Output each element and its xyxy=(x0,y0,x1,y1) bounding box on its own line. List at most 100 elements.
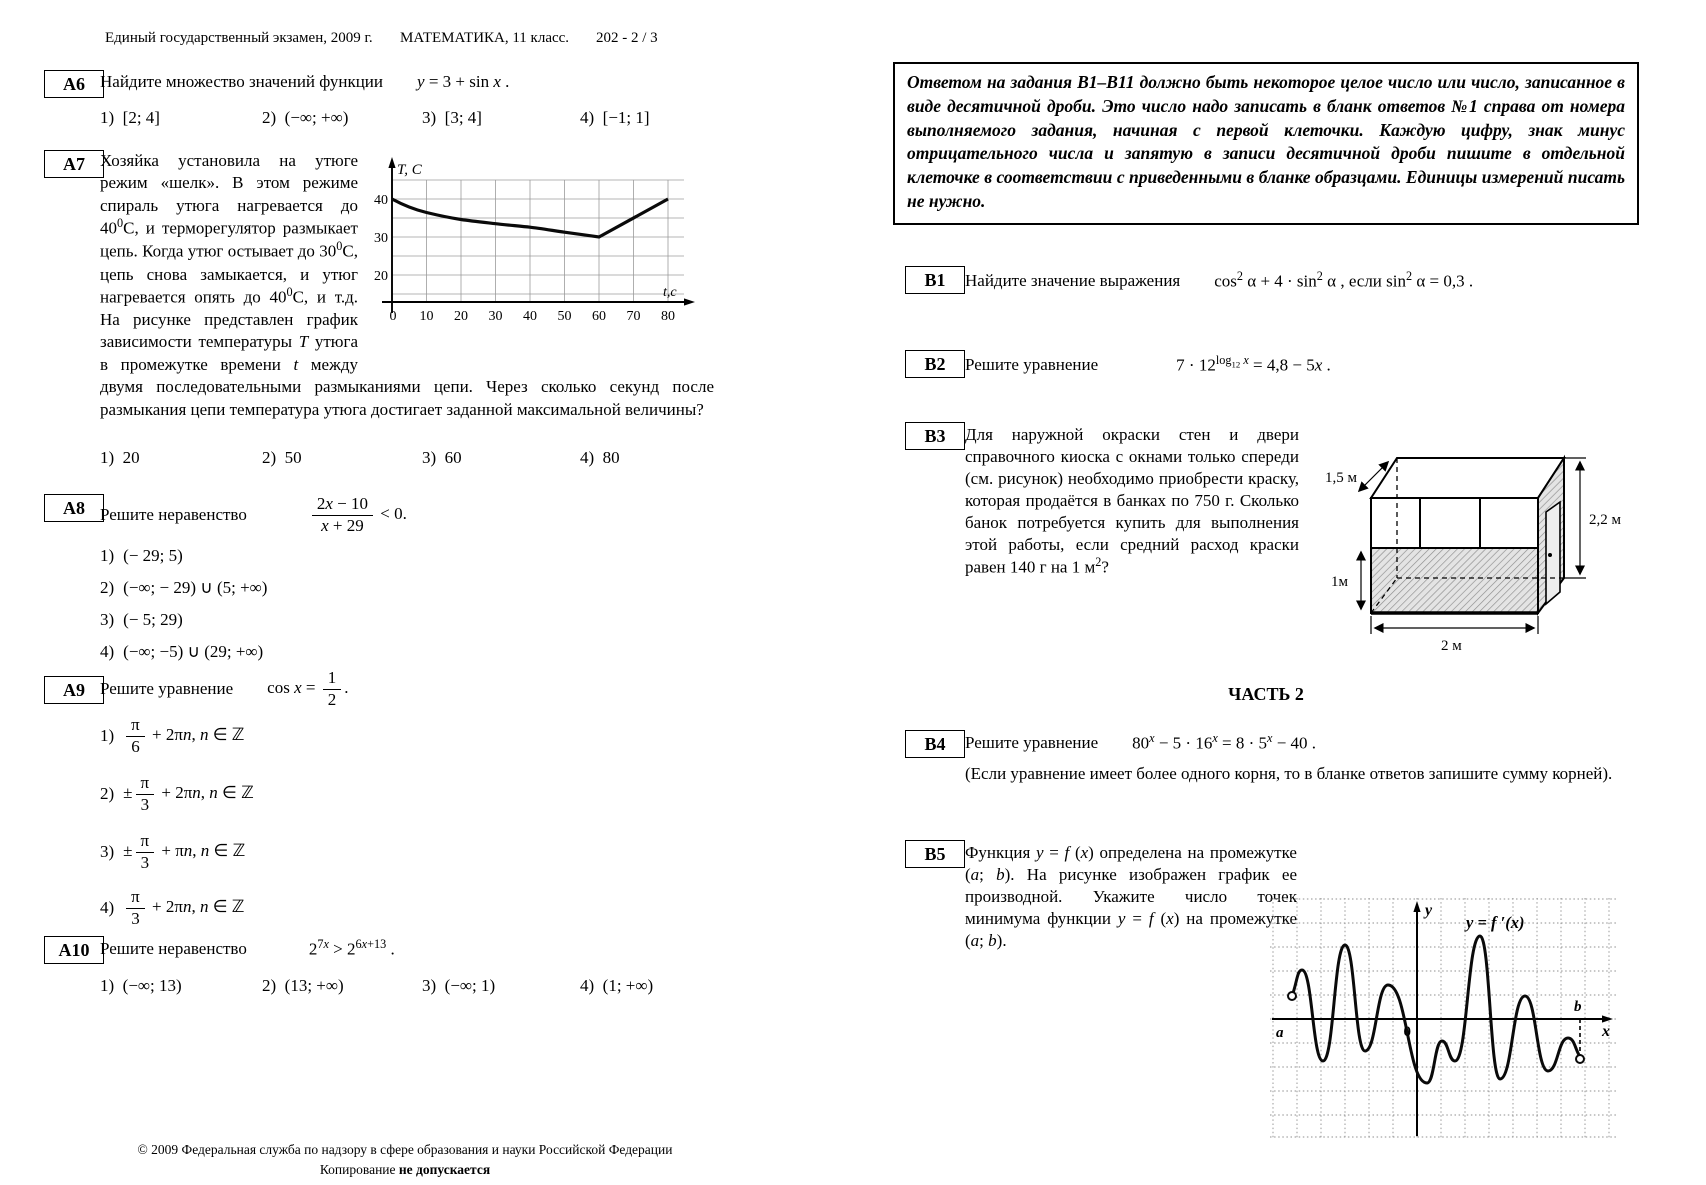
a7-grid xyxy=(392,179,684,302)
b5-derivative-graph-svg: y x 0 a b y = f ′(x) xyxy=(1270,898,1616,1138)
a8-option-2: 2) (−∞; − 29) ∪ (5; +∞) xyxy=(100,578,268,597)
tick-label: 30 xyxy=(489,309,503,324)
b5-question-text: Функция y = f (x) определена на промежут… xyxy=(965,843,1297,950)
task-b5-label: В5 xyxy=(905,840,965,868)
footer-no-copy: Копирование не допускается xyxy=(319,1161,491,1177)
a6-answer-2: 2) (−∞; +∞) xyxy=(262,108,349,127)
a8-option-4: 4) (−∞; −5) ∪ (29; +∞) xyxy=(100,642,264,661)
a8-option-3: 3) (− 5; 29) xyxy=(100,610,183,629)
b5-origin-label: 0 xyxy=(1404,1024,1412,1040)
a10-question-text: Решите неравенство xyxy=(100,939,247,958)
a10-answer-2: 2) (13; +∞) xyxy=(262,976,344,995)
a6-question-text: Найдите множество значений функции xyxy=(100,72,384,91)
task-a10-question-row: Решите неравенство 27x > 26x+13 . xyxy=(100,934,395,964)
a6-answer-3: 3) [3; 4] xyxy=(422,108,482,127)
kiosk-width-label: 2 м xyxy=(1441,638,1462,654)
a9-option-3: 3) ± π 3 + πn, n ∈ ℤ xyxy=(100,831,246,872)
kiosk-half-height-label: 1м xyxy=(1331,574,1349,590)
a7-xlabel: t,c xyxy=(663,285,677,300)
a9-option-2: 2) ± π 3 + 2πn, n ∈ ℤ xyxy=(100,773,254,814)
a10-answer-4: 4) (1; +∞) xyxy=(580,976,654,995)
tick-label: 20 xyxy=(454,309,468,324)
task-a8-label: А8 xyxy=(44,494,104,522)
a10-answers: 1) (−∞; 13) 2) (13; +∞) 3) (−∞; 1) 4) (1… xyxy=(100,976,725,1000)
page-footer: © 2009 Федеральная служба по надзору в с… xyxy=(55,1140,755,1179)
a7-temperature-curve xyxy=(391,197,669,239)
b5-curve-label: y = f ′(x) xyxy=(1464,913,1524,932)
task-a7-label: А7 xyxy=(44,150,104,178)
tick-label: 40 xyxy=(374,193,388,208)
a6-answer-4: 4) [−1; 1] xyxy=(580,108,650,127)
task-a9-label: А9 xyxy=(44,676,104,704)
a7-question-text: Хозяйка установила на утюге режим «шелк»… xyxy=(100,151,714,419)
b5-derivative-graph: y x 0 a b y = f ′(x) xyxy=(1270,898,1618,1145)
task-a8-question-row: Решите неравенство 2x − 10 x + 29 < 0. xyxy=(100,486,407,544)
a7-axes xyxy=(382,165,686,313)
b4-note: (Если уравнение имеет более одного корня… xyxy=(965,764,1613,783)
a7-xaxis-arrow xyxy=(684,298,695,306)
part2-title: ЧАСТЬ 2 xyxy=(1228,684,1304,704)
kiosk-hidden-edges xyxy=(1370,458,1564,614)
task-b2-question-row: Решите уравнение 7 · 12log12 x = 4,8 − 5… xyxy=(965,350,1331,380)
b5-derivative-curve xyxy=(1290,934,1581,1085)
task-b1-label: В1 xyxy=(905,266,965,294)
b2-formula: 7 · 12log12 x = 4,8 − 5x . xyxy=(1176,353,1331,375)
task-b3-label: В3 xyxy=(905,422,965,450)
a7-xtick-labels: 0 10 20 30 40 50 60 70 80 xyxy=(390,309,676,324)
a10-answer-3: 3) (−∞; 1) xyxy=(422,976,496,995)
b1-formula: cos2 α + 4 · sin2 α , если sin2 α = 0,3 … xyxy=(1214,269,1474,291)
task-a7-body: T, C t,c 40 30 20 0 10 20 30 40 50 60 70 80 Хозяйк… xyxy=(100,150,714,421)
task-b4-label: В4 xyxy=(905,730,965,758)
tick-label: 70 xyxy=(627,309,641,324)
b3-question-text: Для наружной окраски стен и двери справо… xyxy=(965,425,1299,577)
a6-answer-1: 1) [2; 4] xyxy=(100,108,160,127)
a6-formula: y = 3 + sin x . xyxy=(417,72,510,91)
tick-label: 10 xyxy=(420,309,434,324)
tick-label: 30 xyxy=(374,231,388,246)
b3-kiosk-figure: 1,5 м 2,2 м 1м 2 м xyxy=(1323,400,1701,667)
a7-temperature-graph: T, C t,c 40 30 20 0 10 20 30 40 50 60 70 80 xyxy=(366,150,714,352)
part-b-instruction-box: Ответом на задания В1–В11 должно быть не… xyxy=(893,62,1639,225)
b5-open-endpoint-b xyxy=(1575,1054,1585,1064)
a9-option-1: 1) π 6 + 2πn, n ∈ ℤ xyxy=(100,715,245,756)
b5-axes xyxy=(1272,908,1604,1136)
task-b1-question-row: Найдите значение выражения cos2 α + 4 · … xyxy=(965,268,1473,294)
kiosk-front-lower xyxy=(1370,547,1539,614)
kiosk-door xyxy=(1545,500,1561,606)
a7-answer-2: 2) 50 xyxy=(262,448,302,467)
a7-answers: 1) 20 2) 50 3) 60 4) 80 xyxy=(100,448,725,472)
header-exam-title: Единый государственный экзамен, 2009 г. xyxy=(105,30,373,46)
b5-open-endpoint-a xyxy=(1287,991,1297,1001)
footer-copyright: © 2009 Федеральная служба по надзору в с… xyxy=(137,1142,673,1157)
b5-b-label: b xyxy=(1574,999,1582,1015)
a10-answer-1: 1) (−∞; 13) xyxy=(100,976,182,995)
a8-formula: 2x − 10 x + 29 < 0. xyxy=(309,494,407,536)
a9-option-4: 4) π 3 + 2πn, n ∈ ℤ xyxy=(100,887,245,928)
b4-formula: 80x − 5 · 16x = 8 · 5x − 40 . xyxy=(1132,731,1317,753)
b5-yaxis-arrow xyxy=(1413,901,1421,912)
a7-answer-1: 1) 20 xyxy=(100,448,140,467)
b4-question-text: Решите уравнение xyxy=(965,733,1099,752)
a7-answer-4: 4) 80 xyxy=(580,448,620,467)
b5-a-label: a xyxy=(1276,1025,1284,1041)
kiosk-depth-label: 1,5 м xyxy=(1325,470,1358,486)
b3-kiosk-svg: 1,5 м 2,2 м 1м 2 м xyxy=(1325,454,1622,654)
kiosk-door-knob xyxy=(1548,553,1552,557)
header-subject: МАТЕМАТИКА, 11 класс. xyxy=(400,30,570,46)
kiosk-front-windows xyxy=(1370,497,1539,549)
a7-temperature-graph-svg: T, C t,c 40 30 20 0 10 20 30 40 50 60 70 80 xyxy=(374,157,695,324)
a7-ytick-labels: 40 30 20 xyxy=(374,193,388,284)
b5-yaxis-label: y xyxy=(1423,902,1433,919)
task-a10-label: А10 xyxy=(44,936,104,964)
task-a6-question-row: Найдите множество значений функции y = 3… xyxy=(100,72,509,92)
header-code: 202 - 2 / 3 xyxy=(596,30,658,46)
a7-ylabel: T, C xyxy=(397,162,423,178)
a7-yaxis-arrow xyxy=(388,157,396,168)
b5-xaxis-arrow xyxy=(1602,1015,1613,1023)
tick-label: 20 xyxy=(374,269,388,284)
kiosk-top-face xyxy=(1369,457,1566,499)
tick-label: 40 xyxy=(523,309,537,324)
b1-question-text: Найдите значение выражения xyxy=(965,271,1181,290)
